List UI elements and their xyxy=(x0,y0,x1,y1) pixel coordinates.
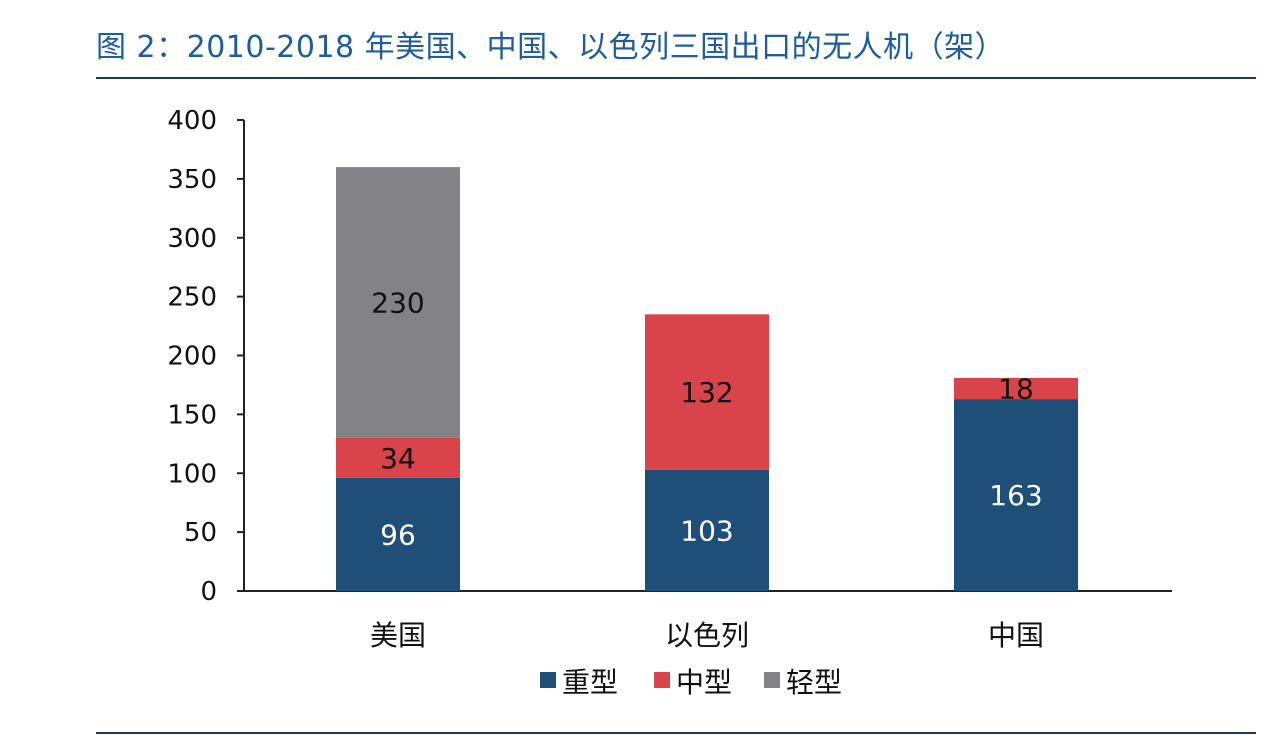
bar-value-label: 103 xyxy=(680,514,733,547)
bar-segment xyxy=(336,437,460,478)
y-tick-label: 400 xyxy=(167,106,217,136)
y-tick-label: 50 xyxy=(184,518,217,548)
bar-segment xyxy=(645,314,769,470)
bar-segment xyxy=(336,477,460,591)
y-tick-label: 0 xyxy=(200,577,217,607)
bar-segment xyxy=(645,469,769,591)
y-tick-label: 300 xyxy=(167,224,217,254)
legend-swatch xyxy=(540,672,556,688)
title-divider xyxy=(96,77,1256,79)
legend-label: 轻型 xyxy=(786,666,842,699)
y-tick-label: 250 xyxy=(167,283,217,313)
bar-segment xyxy=(954,377,1078,400)
bottom-divider xyxy=(96,732,1256,734)
bar-value-label: 18 xyxy=(998,372,1034,405)
bar-value-label: 132 xyxy=(680,376,733,409)
x-category-label: 美国 xyxy=(370,619,426,652)
x-category-label: 以色列 xyxy=(665,619,749,652)
stacked-bar-chart: 0 50 100 150 200 250 300 350 400 美国 以色列 中国 96 34 230 1… xyxy=(167,106,1172,699)
bar-segment xyxy=(336,167,460,438)
chart-data-labels: 96 34 230 103 132 163 18 xyxy=(371,287,1042,552)
bar-value-label: 230 xyxy=(371,287,424,320)
chart-legend: 重型 中型 轻型 xyxy=(540,666,842,699)
y-tick-label: 350 xyxy=(167,165,217,195)
y-tick-label: 150 xyxy=(167,400,217,430)
legend-label: 中型 xyxy=(676,666,732,699)
chart-title: 图 2：2010-2018 年美国、中国、以色列三国出口的无人机（架） xyxy=(96,30,1006,65)
y-tick-label: 200 xyxy=(167,342,217,372)
x-category-label: 中国 xyxy=(988,619,1044,652)
y-tick-label: 100 xyxy=(167,459,217,489)
chart-bars xyxy=(336,167,1078,591)
bar-value-label: 96 xyxy=(380,518,416,551)
legend-swatch xyxy=(654,672,670,688)
bar-segment xyxy=(954,399,1078,591)
bar-value-label: 34 xyxy=(380,442,416,475)
legend-label: 重型 xyxy=(562,666,618,699)
legend-swatch xyxy=(764,672,780,688)
bar-value-label: 163 xyxy=(989,479,1042,512)
